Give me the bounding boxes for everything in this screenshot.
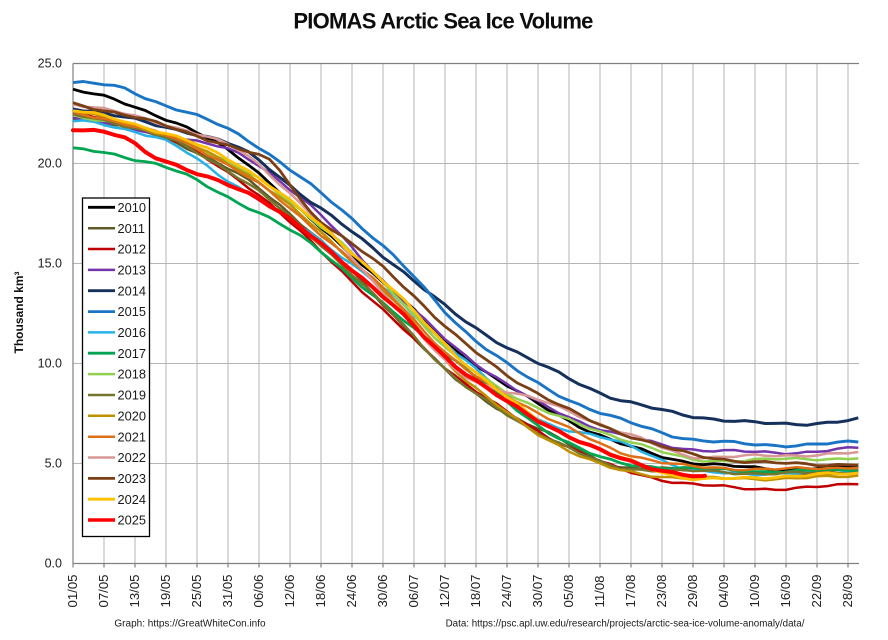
svg-text:Thousand km³: Thousand km³ (12, 271, 26, 353)
svg-text:2017: 2017 (118, 346, 146, 361)
svg-text:24/06: 24/06 (344, 574, 359, 607)
svg-text:25.0: 25.0 (38, 57, 62, 71)
svg-text:23/08: 23/08 (654, 574, 669, 607)
svg-text:30/06: 30/06 (375, 574, 390, 607)
svg-text:12/07: 12/07 (437, 574, 452, 607)
svg-text:25/05: 25/05 (189, 574, 204, 607)
svg-text:11/08: 11/08 (592, 575, 607, 607)
svg-text:2010: 2010 (118, 200, 146, 215)
svg-text:19/05: 19/05 (158, 574, 173, 607)
svg-text:2014: 2014 (118, 283, 146, 298)
svg-text:12/06: 12/06 (282, 574, 297, 607)
svg-text:2025: 2025 (118, 513, 146, 528)
svg-text:04/09: 04/09 (716, 574, 731, 607)
svg-text:2019: 2019 (118, 388, 146, 403)
svg-text:2024: 2024 (118, 492, 146, 507)
svg-text:2015: 2015 (118, 304, 146, 319)
svg-text:18/07: 18/07 (468, 574, 483, 607)
svg-text:Graph: https://GreatWhiteCon.i: Graph: https://GreatWhiteCon.info (114, 619, 266, 630)
svg-text:24/07: 24/07 (499, 574, 514, 607)
svg-text:2018: 2018 (118, 367, 146, 382)
svg-text:Data: https://psc.apl.uw.edu/: Data: https://psc.apl.uw.edu/research/pr… (446, 619, 805, 630)
svg-text:2011: 2011 (118, 221, 146, 236)
svg-text:01/05: 01/05 (65, 574, 80, 607)
svg-text:22/09: 22/09 (809, 574, 824, 607)
svg-text:10/09: 10/09 (747, 574, 762, 607)
svg-text:5.0: 5.0 (45, 457, 62, 471)
svg-text:30/07: 30/07 (530, 574, 545, 607)
svg-text:31/05: 31/05 (220, 574, 235, 607)
svg-text:0.0: 0.0 (45, 557, 62, 571)
svg-text:2016: 2016 (118, 325, 146, 340)
svg-text:16/09: 16/09 (778, 574, 793, 607)
svg-text:2023: 2023 (118, 471, 146, 486)
svg-text:06/06: 06/06 (251, 574, 266, 607)
svg-text:2022: 2022 (118, 450, 146, 465)
svg-text:PIOMAS Arctic Sea Ice Volume: PIOMAS Arctic Sea Ice Volume (293, 9, 593, 34)
svg-text:2020: 2020 (118, 408, 146, 423)
svg-text:20.0: 20.0 (38, 157, 62, 171)
svg-text:18/06: 18/06 (313, 574, 328, 607)
svg-text:28/09: 28/09 (840, 574, 855, 607)
svg-text:2012: 2012 (118, 242, 146, 257)
svg-text:2013: 2013 (118, 263, 146, 278)
svg-text:2021: 2021 (118, 429, 146, 444)
svg-text:29/08: 29/08 (685, 574, 700, 607)
svg-text:06/07: 06/07 (406, 574, 421, 607)
svg-text:13/05: 13/05 (127, 574, 142, 607)
svg-text:15.0: 15.0 (38, 257, 62, 271)
svg-text:10.0: 10.0 (38, 357, 62, 371)
svg-text:05/08: 05/08 (561, 574, 576, 607)
svg-text:17/08: 17/08 (623, 574, 638, 607)
svg-text:07/05: 07/05 (96, 574, 111, 607)
